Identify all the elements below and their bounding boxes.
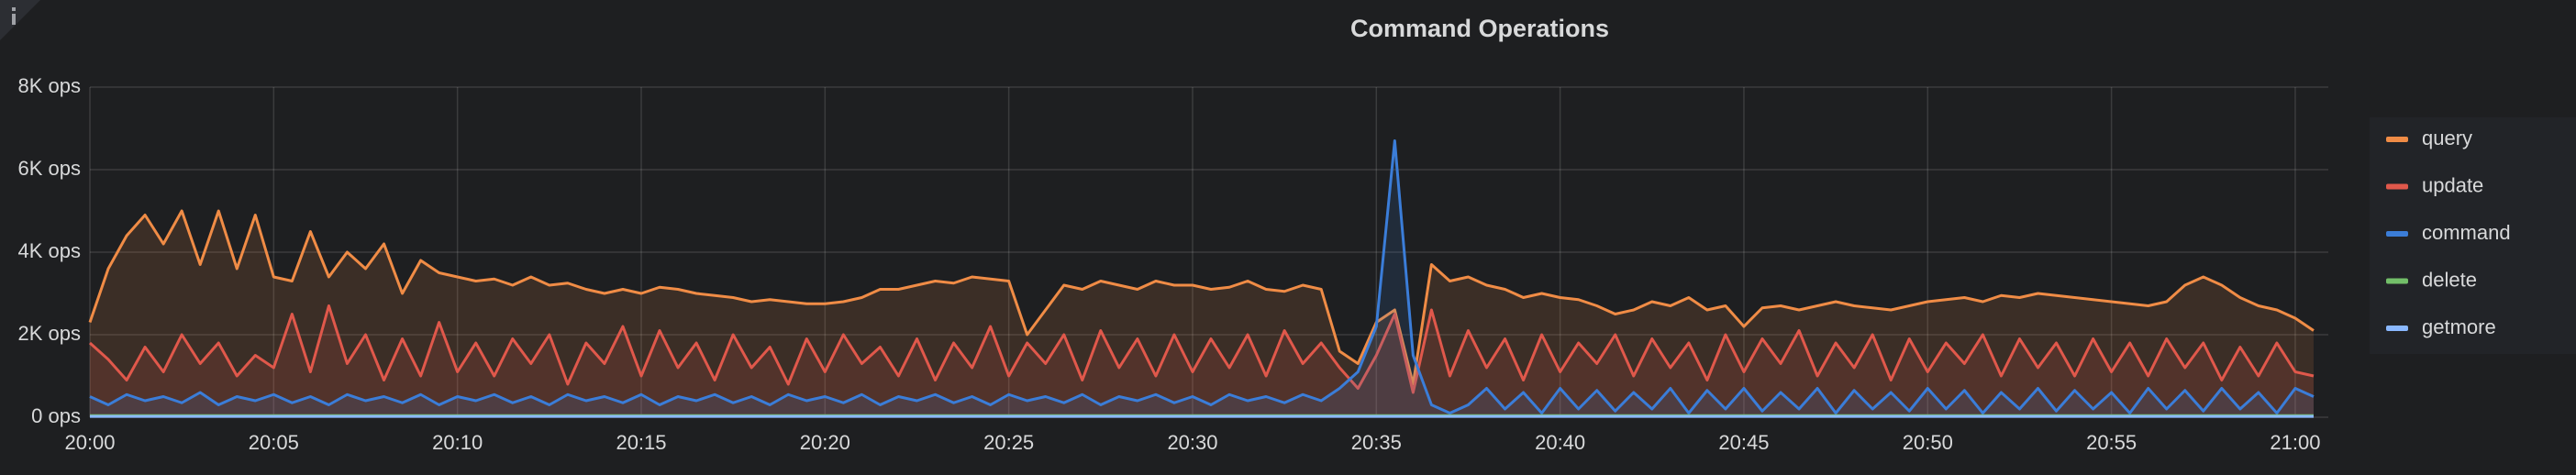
x-tick-label: 20:10: [432, 431, 483, 454]
y-tick-label: 6K ops: [18, 157, 82, 180]
info-icon-bar: [12, 14, 16, 25]
legend-swatch[interactable]: [2386, 278, 2408, 284]
x-tick-label: 20:25: [983, 431, 1034, 454]
info-icon-dot: [12, 7, 16, 11]
legend-label[interactable]: getmore: [2422, 315, 2496, 338]
y-tick-label: 2K ops: [18, 322, 82, 345]
info-corner[interactable]: [0, 0, 40, 40]
x-tick-label: 20:30: [1167, 431, 1217, 454]
legend-swatch[interactable]: [2386, 231, 2408, 237]
series-line: [88, 209, 2315, 386]
legend-label[interactable]: delete: [2422, 268, 2477, 291]
x-tick-label: 20:15: [616, 431, 666, 454]
y-tick-label: 0 ops: [31, 404, 81, 427]
x-tick-label: 20:40: [1535, 431, 1585, 454]
series-line: [88, 304, 2315, 394]
legend-swatch[interactable]: [2386, 137, 2408, 142]
x-tick-label: 20:05: [249, 431, 299, 454]
x-tick-label: 20:00: [64, 431, 115, 454]
series-fill: [90, 305, 2314, 417]
legend-label[interactable]: command: [2422, 221, 2511, 244]
x-tick-label: 20:55: [2086, 431, 2137, 454]
legend-swatch[interactable]: [2386, 326, 2408, 331]
y-tick-label: 8K ops: [18, 74, 82, 97]
series-line: [89, 139, 2315, 414]
legend-swatch[interactable]: [2386, 183, 2408, 190]
x-tick-label: 20:45: [1718, 431, 1769, 454]
x-tick-label: 20:50: [1903, 431, 1953, 454]
legend-label[interactable]: query: [2422, 127, 2472, 149]
x-tick-label: 20:20: [800, 431, 850, 454]
x-tick-label: 20:35: [1351, 431, 1402, 454]
y-tick-label: 4K ops: [18, 239, 82, 262]
legend-label[interactable]: update: [2422, 173, 2483, 196]
panel-title: Command Operations: [1350, 15, 1609, 42]
x-tick-label: 21:00: [2270, 431, 2320, 454]
